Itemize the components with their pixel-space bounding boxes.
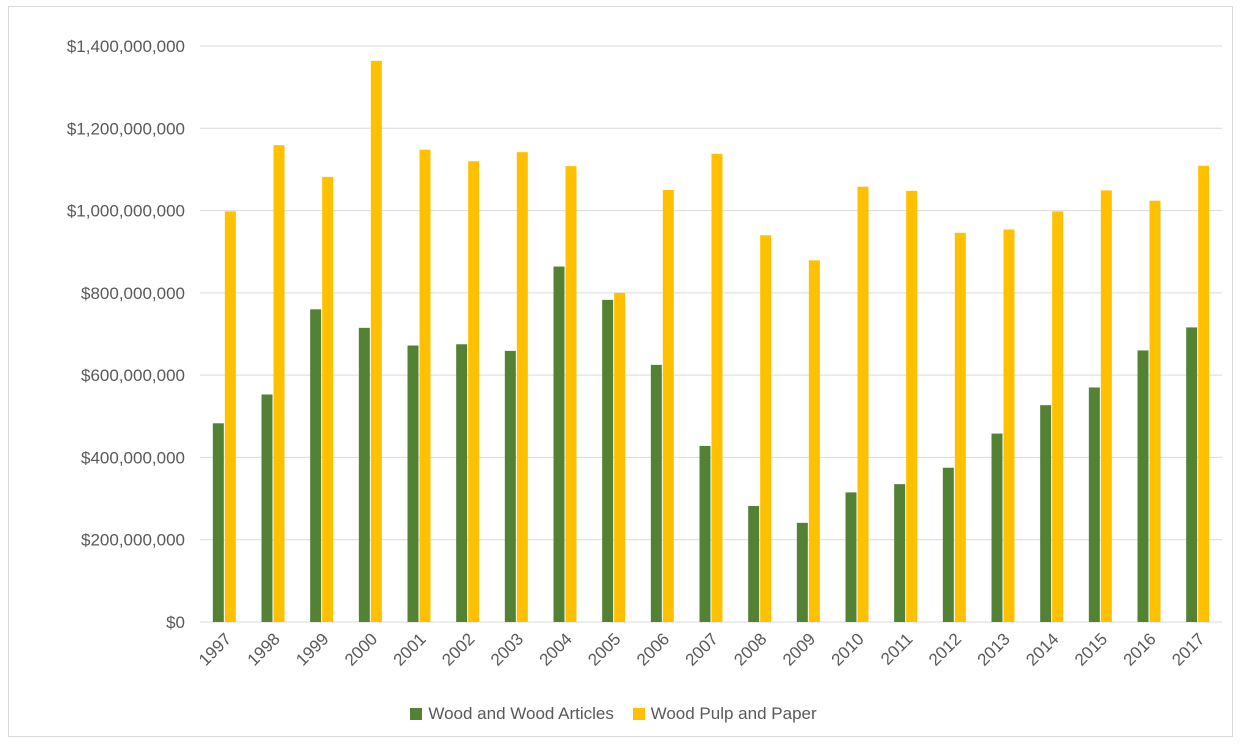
bar	[699, 445, 711, 622]
legend: Wood and Wood Articles Wood Pulp and Pap…	[0, 703, 1241, 724]
bar	[310, 309, 322, 622]
bar	[273, 145, 285, 622]
bar	[906, 190, 918, 622]
bar	[212, 423, 224, 622]
bar	[1100, 190, 1112, 622]
y-tick-label: $200,000,000	[81, 531, 185, 550]
x-tick-label: 2012	[925, 629, 965, 669]
x-tick-label: 2000	[341, 629, 381, 669]
bar	[504, 350, 516, 622]
x-tick-label: 2003	[487, 629, 527, 669]
x-tick-label: 2013	[974, 629, 1014, 669]
bars	[212, 60, 1210, 623]
bar	[1186, 327, 1198, 622]
x-tick-label: 2009	[779, 629, 819, 669]
bar	[468, 161, 480, 622]
bar	[565, 166, 577, 622]
bar	[1052, 211, 1064, 622]
bar	[358, 327, 370, 622]
legend-item-pulp: Wood Pulp and Paper	[632, 703, 817, 724]
bar	[662, 190, 674, 622]
bar	[419, 149, 431, 622]
bar	[711, 153, 723, 622]
x-tick-label: 2008	[730, 629, 770, 669]
x-tick-label: 2005	[584, 629, 624, 669]
bar	[1137, 350, 1149, 622]
x-tick-label: 2006	[633, 629, 673, 669]
gridlines	[200, 45, 1222, 623]
x-tick-label: 2014	[1022, 629, 1062, 669]
bar	[614, 292, 626, 622]
x-tick-label: 1997	[195, 629, 235, 669]
bar	[954, 232, 966, 622]
y-axis-tick-labels: $0 $200,000,000 $400,000,000 $600,000,000 $8…	[67, 37, 185, 632]
bar	[602, 299, 614, 622]
legend-item-wood: Wood and Wood Articles	[410, 704, 614, 724]
bar	[261, 394, 273, 622]
bar	[370, 60, 382, 623]
x-tick-label: 2010	[828, 629, 868, 669]
bar	[808, 260, 820, 622]
bar	[894, 484, 906, 622]
bar	[1149, 200, 1161, 622]
y-tick-label: $1,200,000,000	[67, 119, 185, 138]
x-tick-label: 2015	[1071, 629, 1111, 669]
y-tick-label: $0	[166, 613, 185, 632]
y-tick-label: $600,000,000	[81, 366, 185, 385]
x-tick-label: 2002	[438, 629, 478, 669]
bar	[553, 266, 565, 622]
bar	[1198, 165, 1210, 622]
x-tick-label: 2016	[1120, 629, 1160, 669]
bar	[456, 344, 468, 622]
bar	[650, 364, 662, 622]
bar	[748, 505, 760, 622]
y-tick-label: $1,000,000,000	[67, 202, 185, 221]
x-tick-label: 2011	[877, 629, 916, 668]
legend-label-pulp: Wood Pulp and Paper	[650, 703, 817, 723]
bar	[407, 345, 419, 622]
x-tick-label: 1999	[292, 629, 332, 669]
bar	[760, 235, 772, 622]
x-tick-label: 2001	[390, 629, 430, 669]
bar	[1040, 405, 1052, 622]
bar	[516, 152, 528, 623]
bar	[942, 467, 954, 622]
bar	[796, 522, 808, 622]
legend-swatch-wood	[410, 707, 423, 720]
y-tick-label: $1,400,000,000	[67, 37, 185, 56]
x-tick-label: 2007	[682, 629, 722, 669]
legend-label-wood: Wood and Wood Articles	[428, 703, 614, 723]
x-tick-label: 2017	[1168, 629, 1208, 669]
y-tick-label: $800,000,000	[81, 284, 185, 303]
legend-swatch-pulp	[632, 707, 645, 720]
bar	[1088, 387, 1100, 622]
bar	[857, 186, 869, 623]
bar	[845, 492, 857, 622]
bar	[1003, 229, 1015, 623]
x-tick-label: 2004	[536, 629, 576, 669]
x-axis-tick-labels: 1997 1998 1999 2000 2001 2002 2003 2004 2005 2006…	[195, 629, 1209, 669]
bar	[322, 176, 334, 622]
x-tick-label: 1998	[244, 629, 284, 669]
bar	[991, 433, 1003, 622]
y-tick-label: $400,000,000	[81, 448, 185, 467]
bar	[224, 211, 236, 622]
